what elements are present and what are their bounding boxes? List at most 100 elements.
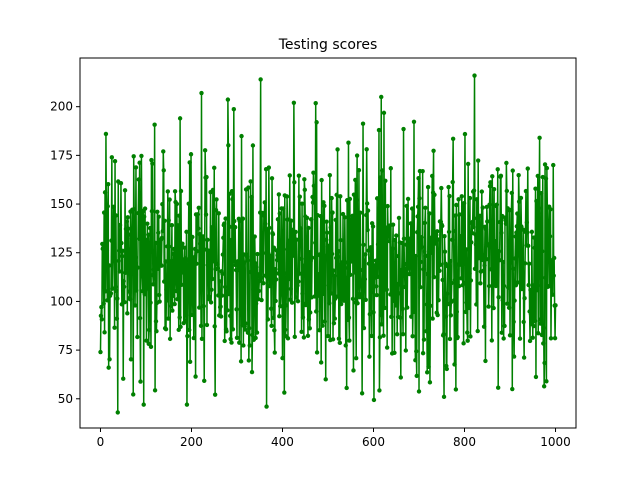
data-point-648 [393, 267, 398, 272]
data-point-854 [486, 283, 492, 289]
data-point-715 [423, 253, 429, 259]
data-point-177 [178, 188, 184, 194]
data-point-491 [321, 291, 327, 297]
data-point-678 [406, 258, 412, 263]
data-point-446 [301, 263, 306, 268]
data-point-991 [549, 280, 554, 286]
data-point-656 [396, 215, 402, 221]
data-point-77 [133, 255, 138, 260]
data-point-591 [367, 354, 372, 359]
data-point-927 [520, 275, 525, 280]
data-point-578 [361, 242, 366, 247]
data-point-288 [229, 340, 234, 345]
data-point-642 [390, 246, 395, 251]
data-point-694 [414, 349, 419, 354]
data-point-631 [385, 203, 390, 209]
data-point-844 [482, 263, 487, 268]
data-point-436 [296, 173, 302, 178]
data-point-214 [195, 212, 201, 217]
data-point-176 [178, 324, 183, 329]
data-point-12 [103, 131, 109, 137]
data-point-537 [342, 215, 348, 220]
data-point-581 [362, 276, 368, 282]
data-point-339 [252, 234, 257, 239]
data-point-69 [129, 236, 135, 241]
data-point-268 [220, 271, 225, 277]
data-point-540 [344, 275, 349, 281]
data-point-564 [354, 153, 360, 158]
data-point-382 [272, 328, 277, 333]
data-point-481 [317, 327, 322, 333]
data-point-283 [227, 191, 232, 197]
data-point-740 [435, 229, 440, 234]
data-point-565 [355, 301, 360, 306]
data-point-421 [289, 300, 295, 305]
data-point-440 [298, 226, 303, 231]
data-point-192 [185, 262, 191, 267]
data-point-916 [515, 211, 520, 216]
data-point-680 [407, 236, 413, 241]
data-point-58 [124, 219, 130, 224]
data-point-620 [380, 296, 385, 301]
data-point-888 [502, 323, 507, 329]
data-point-277 [224, 329, 229, 334]
data-point-727 [429, 250, 434, 256]
data-point-89 [138, 224, 144, 229]
data-point-847 [483, 227, 489, 232]
data-point-372 [267, 283, 272, 289]
data-point-999 [552, 335, 558, 341]
data-point-42 [117, 269, 122, 274]
data-point-140 [161, 279, 167, 284]
data-point-146 [164, 298, 170, 303]
data-point-926 [519, 286, 525, 292]
data-point-517 [333, 217, 338, 223]
data-point-105 [146, 232, 151, 237]
data-point-443 [299, 201, 305, 206]
data-point-60 [125, 215, 130, 220]
data-point-695 [414, 373, 419, 379]
data-point-832 [476, 247, 482, 252]
data-point-32 [112, 159, 118, 164]
data-point-699 [416, 175, 421, 181]
data-point-621 [380, 300, 386, 306]
data-point-19 [106, 263, 112, 268]
data-point-46 [119, 240, 124, 246]
data-point-389 [275, 253, 280, 258]
data-point-523 [336, 248, 341, 254]
data-point-393 [277, 314, 282, 319]
x-tick-label-5: 1000 [540, 435, 571, 449]
data-point-251 [212, 324, 217, 329]
data-point-541 [344, 385, 349, 391]
data-point-970 [539, 332, 545, 338]
data-point-527 [338, 194, 343, 199]
data-point-377 [269, 176, 275, 181]
data-point-254 [213, 207, 219, 213]
data-point-610 [375, 242, 381, 247]
data-point-326 [246, 358, 252, 363]
data-point-157 [169, 223, 175, 228]
data-point-273 [222, 338, 227, 344]
data-point-342 [253, 301, 259, 306]
data-point-496 [323, 237, 329, 243]
data-point-720 [425, 184, 431, 190]
data-point-282 [226, 291, 231, 297]
data-point-228 [202, 378, 207, 383]
data-point-169 [175, 296, 180, 302]
data-point-813 [468, 334, 473, 339]
data-point-422 [290, 232, 295, 237]
data-point-949 [530, 297, 535, 303]
data-point-498 [324, 230, 330, 235]
data-point-607 [374, 292, 379, 298]
data-point-428 [293, 251, 298, 256]
data-point-388 [274, 257, 280, 263]
data-point-885 [500, 259, 506, 265]
data-point-543 [345, 265, 350, 271]
data-point-333 [249, 369, 255, 375]
data-point-643 [390, 222, 396, 227]
data-point-149 [166, 316, 171, 321]
data-point-911 [512, 256, 518, 261]
data-point-618 [379, 322, 384, 327]
data-point-244 [209, 287, 214, 292]
data-point-579 [361, 325, 367, 331]
data-point-709 [420, 350, 426, 356]
